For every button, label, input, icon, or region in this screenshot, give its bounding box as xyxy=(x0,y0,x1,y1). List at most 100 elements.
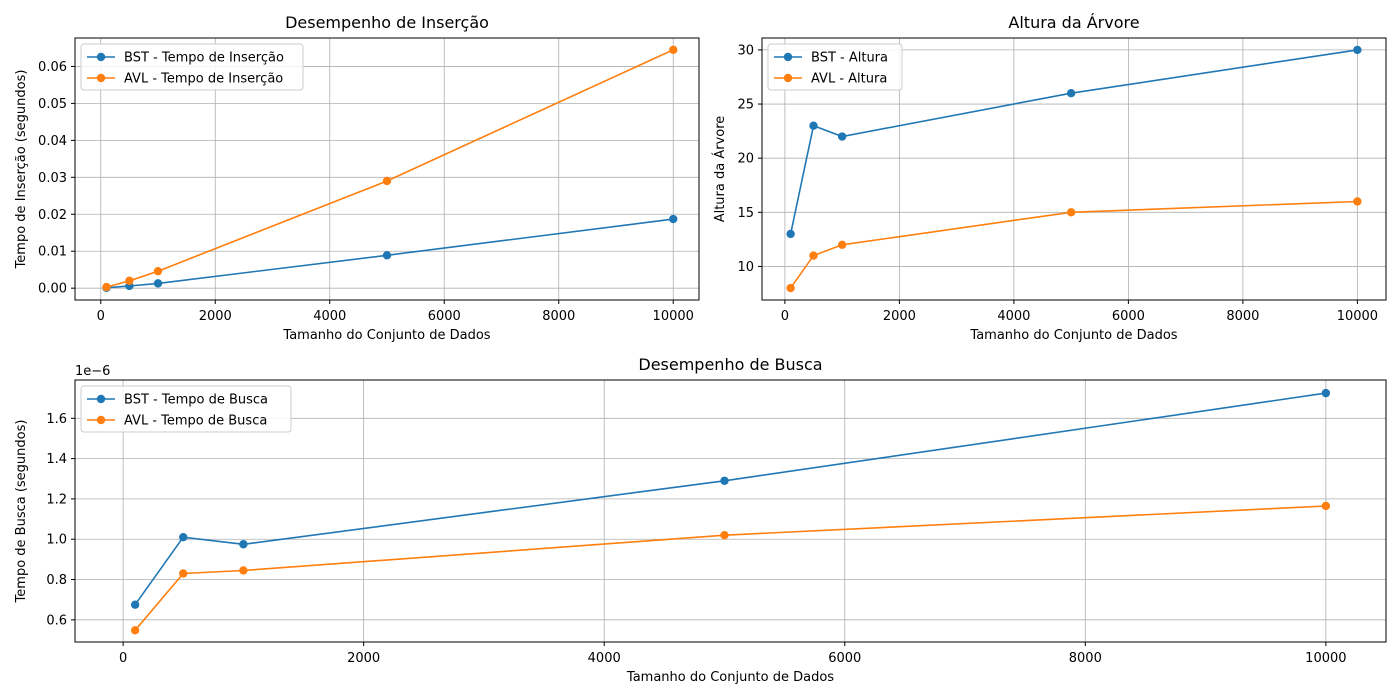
data-point xyxy=(1321,388,1331,398)
series-bst xyxy=(130,388,1331,609)
x-axis-label: Tamanho do Conjunto de Dados xyxy=(282,328,490,343)
data-point xyxy=(382,176,392,186)
plot-frame xyxy=(74,37,700,301)
data-point xyxy=(239,566,248,575)
legend-box xyxy=(80,43,304,91)
data-point xyxy=(382,251,392,260)
legend-label: AVL - Tempo de Inserção xyxy=(124,72,283,87)
data-point xyxy=(809,121,818,130)
data-point xyxy=(1353,45,1362,55)
y-tick-label: 30 xyxy=(737,43,754,58)
y-tick-label: 15 xyxy=(737,206,754,221)
y-tick-label: 0.01 xyxy=(38,245,67,260)
data-point xyxy=(809,251,818,260)
legend-marker xyxy=(96,394,106,404)
y-tick-label: 1.2 xyxy=(46,492,67,507)
x-tick-label: 6000 xyxy=(828,651,861,666)
y-tick-label: 20 xyxy=(737,152,754,167)
data-point xyxy=(720,476,729,485)
data-point xyxy=(1066,208,1076,217)
data-point xyxy=(786,283,795,293)
chart-3: 0 2000 4000 6000 8000 10000 0.6 0.8 1.0 1.2 1.4 1.6… xyxy=(14,355,1387,685)
x-tick-label: 4000 xyxy=(313,309,346,324)
legend: BST - Altura AVL - Altura xyxy=(767,43,903,91)
y-axis-label: Altura da Árvore xyxy=(712,116,728,223)
data-point xyxy=(179,569,188,578)
y-tick-label: 25 xyxy=(737,98,754,113)
chart-title: Altura da Árvore xyxy=(1008,13,1139,32)
x-tick-label: 10000 xyxy=(1305,651,1346,666)
chart-1: 0 2000 4000 6000 8000 10000 0.00 0.01 0.02 0.03 0.… xyxy=(14,13,700,343)
x-tick-label: 4000 xyxy=(588,651,621,666)
y-tick-label: 0.00 xyxy=(38,282,67,297)
data-point xyxy=(1353,197,1362,206)
x-tick-label: 4000 xyxy=(997,309,1030,324)
y-tick-label: 0.05 xyxy=(38,97,67,112)
legend-label: BST - Tempo de Inserção xyxy=(124,51,284,66)
y-tick-label: 0.03 xyxy=(38,171,67,186)
data-point xyxy=(1321,501,1331,511)
y-tick-label: 0.8 xyxy=(46,573,67,588)
series-avl xyxy=(786,197,1362,293)
y-tick-label: 1.0 xyxy=(46,533,67,548)
series-bst xyxy=(786,45,1362,239)
legend-marker xyxy=(783,73,793,83)
x-axis-label: Tamanho do Conjunto de Dados xyxy=(626,670,834,685)
series-bst xyxy=(102,214,678,293)
legend: BST - Tempo de Busca AVL - Tempo de Busca xyxy=(80,385,292,433)
data-point xyxy=(837,132,847,141)
legend-label: BST - Altura xyxy=(811,51,888,66)
data-point xyxy=(837,240,847,249)
chart-title: Desempenho de Inserção xyxy=(285,13,489,32)
legend-label: AVL - Tempo de Busca xyxy=(124,414,267,429)
x-tick-label: 6000 xyxy=(1112,309,1145,324)
x-tick-label: 0 xyxy=(97,309,105,324)
x-tick-label: 8000 xyxy=(1226,309,1259,324)
x-tick-label: 10000 xyxy=(653,309,694,324)
data-point xyxy=(720,530,729,540)
legend-label: BST - Tempo de Busca xyxy=(124,393,268,408)
plot-frame xyxy=(761,37,1387,301)
y-axis-label: Tempo de Inserção (segundos) xyxy=(14,70,29,270)
x-tick-label: 6000 xyxy=(428,309,461,324)
data-point xyxy=(125,276,134,285)
legend-marker xyxy=(783,52,793,62)
plot-frame xyxy=(74,379,1387,643)
legend-marker xyxy=(96,415,106,425)
data-point xyxy=(669,45,678,55)
data-point xyxy=(102,282,111,292)
series-avl xyxy=(102,45,678,292)
y-tick-label: 0.04 xyxy=(38,134,67,149)
legend-marker xyxy=(96,73,106,83)
x-tick-label: 2000 xyxy=(347,651,380,666)
legend-marker xyxy=(96,52,106,62)
y-tick-label: 0.6 xyxy=(46,613,67,628)
x-tick-label: 8000 xyxy=(1069,651,1102,666)
data-point xyxy=(179,533,188,542)
x-tick-label: 10000 xyxy=(1337,309,1378,324)
data-point xyxy=(130,600,140,609)
x-tick-label: 2000 xyxy=(883,309,916,324)
y-tick-label: 1.6 xyxy=(46,412,67,427)
chart-title: Desempenho de Busca xyxy=(638,355,822,374)
legend-label: AVL - Altura xyxy=(811,72,887,87)
x-tick-label: 8000 xyxy=(542,309,575,324)
data-point xyxy=(130,626,140,635)
y-tick-label: 0.06 xyxy=(38,60,67,75)
data-point xyxy=(239,540,248,549)
y-tick-label: 1.4 xyxy=(46,452,67,467)
x-tick-label: 0 xyxy=(119,651,127,666)
x-tick-label: 2000 xyxy=(199,309,232,324)
data-point xyxy=(669,214,678,224)
y-axis-label: Tempo de Busca (segundos) xyxy=(14,420,29,604)
data-point xyxy=(786,229,795,239)
series-avl xyxy=(130,501,1331,635)
data-point xyxy=(153,266,163,276)
x-tick-label: 0 xyxy=(781,309,789,324)
series-line xyxy=(134,505,1326,631)
y-scale-label: 1e−6 xyxy=(75,364,110,379)
chart-2: 0 2000 4000 6000 8000 10000 10 15 20 25 30 Altura d… xyxy=(712,13,1387,343)
data-point xyxy=(1066,89,1076,98)
x-axis-label: Tamanho do Conjunto de Dados xyxy=(969,328,1177,343)
